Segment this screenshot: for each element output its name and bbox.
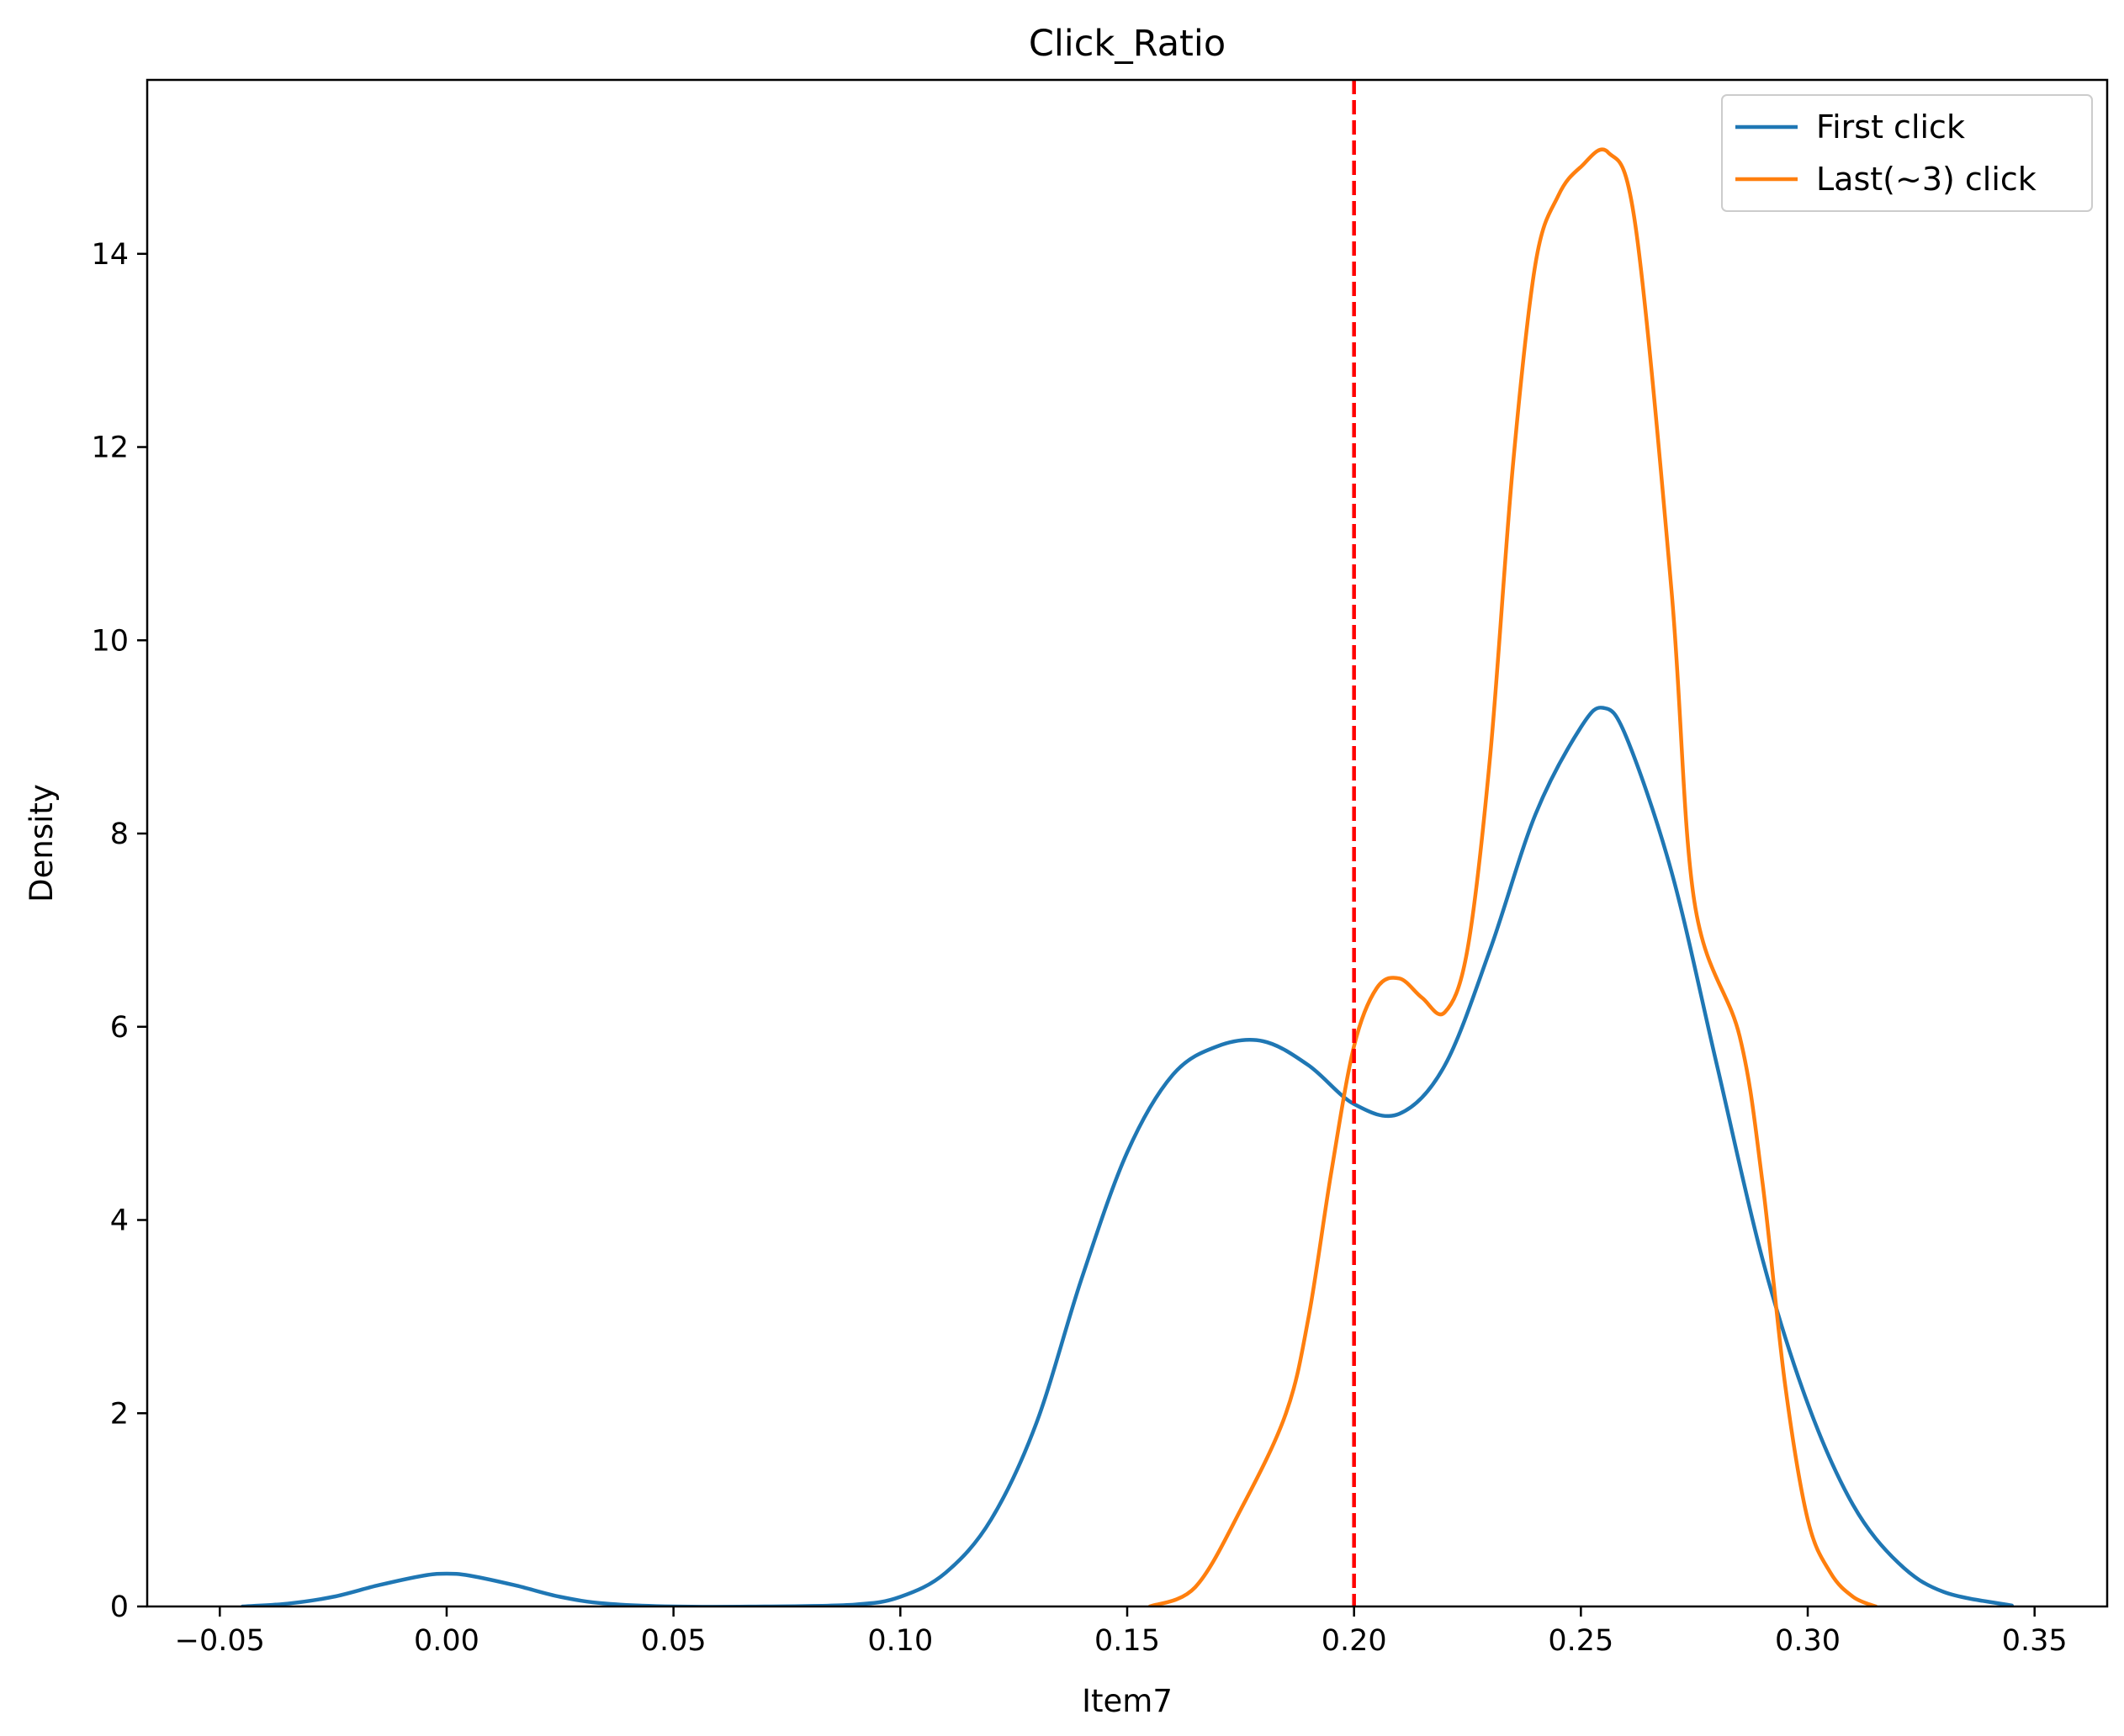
- y-tick-label: 6: [110, 1011, 129, 1045]
- x-tick-label: 0.00: [414, 1624, 479, 1658]
- y-tick-label: 10: [91, 624, 129, 658]
- series-layer: [241, 147, 2014, 1606]
- legend-box: [1721, 94, 2093, 212]
- x-tick-label: 0.10: [867, 1624, 933, 1658]
- x-tick-label: 0.15: [1094, 1624, 1160, 1658]
- x-tick-label: 0.30: [1775, 1624, 1841, 1658]
- y-tick-label: 0: [110, 1590, 129, 1624]
- y-tick-label: 14: [91, 238, 129, 272]
- legend-entry-label: Last(~3) click: [1816, 161, 2037, 198]
- y-axis: 0 2 4 6 8 10 12 14: [91, 238, 147, 1624]
- x-tick-label: 0.35: [2002, 1624, 2068, 1658]
- y-axis-label: Density: [24, 784, 60, 902]
- series-line-first-click: [241, 706, 2014, 1606]
- legend: First click Last(~3) click: [1721, 94, 2093, 212]
- y-tick-label: 2: [110, 1397, 129, 1431]
- y-tick-label: 12: [91, 431, 129, 465]
- x-tick-label: −0.05: [175, 1624, 265, 1658]
- x-tick-label: 0.05: [641, 1624, 707, 1658]
- x-axis: −0.05 0.00 0.05 0.10 0.15 0.20 0.25 0.30 0.35: [175, 1606, 2068, 1658]
- x-tick-label: 0.20: [1322, 1624, 1387, 1658]
- series-line-last-3-click: [1147, 147, 1878, 1606]
- x-axis-label: Item7: [1082, 1683, 1173, 1719]
- x-tick-label: 0.25: [1548, 1624, 1613, 1658]
- legend-entry-label: First click: [1816, 108, 1965, 146]
- chart-title: Click_Ratio: [1029, 23, 1226, 65]
- y-tick-label: 4: [110, 1204, 129, 1238]
- y-tick-label: 8: [110, 818, 129, 851]
